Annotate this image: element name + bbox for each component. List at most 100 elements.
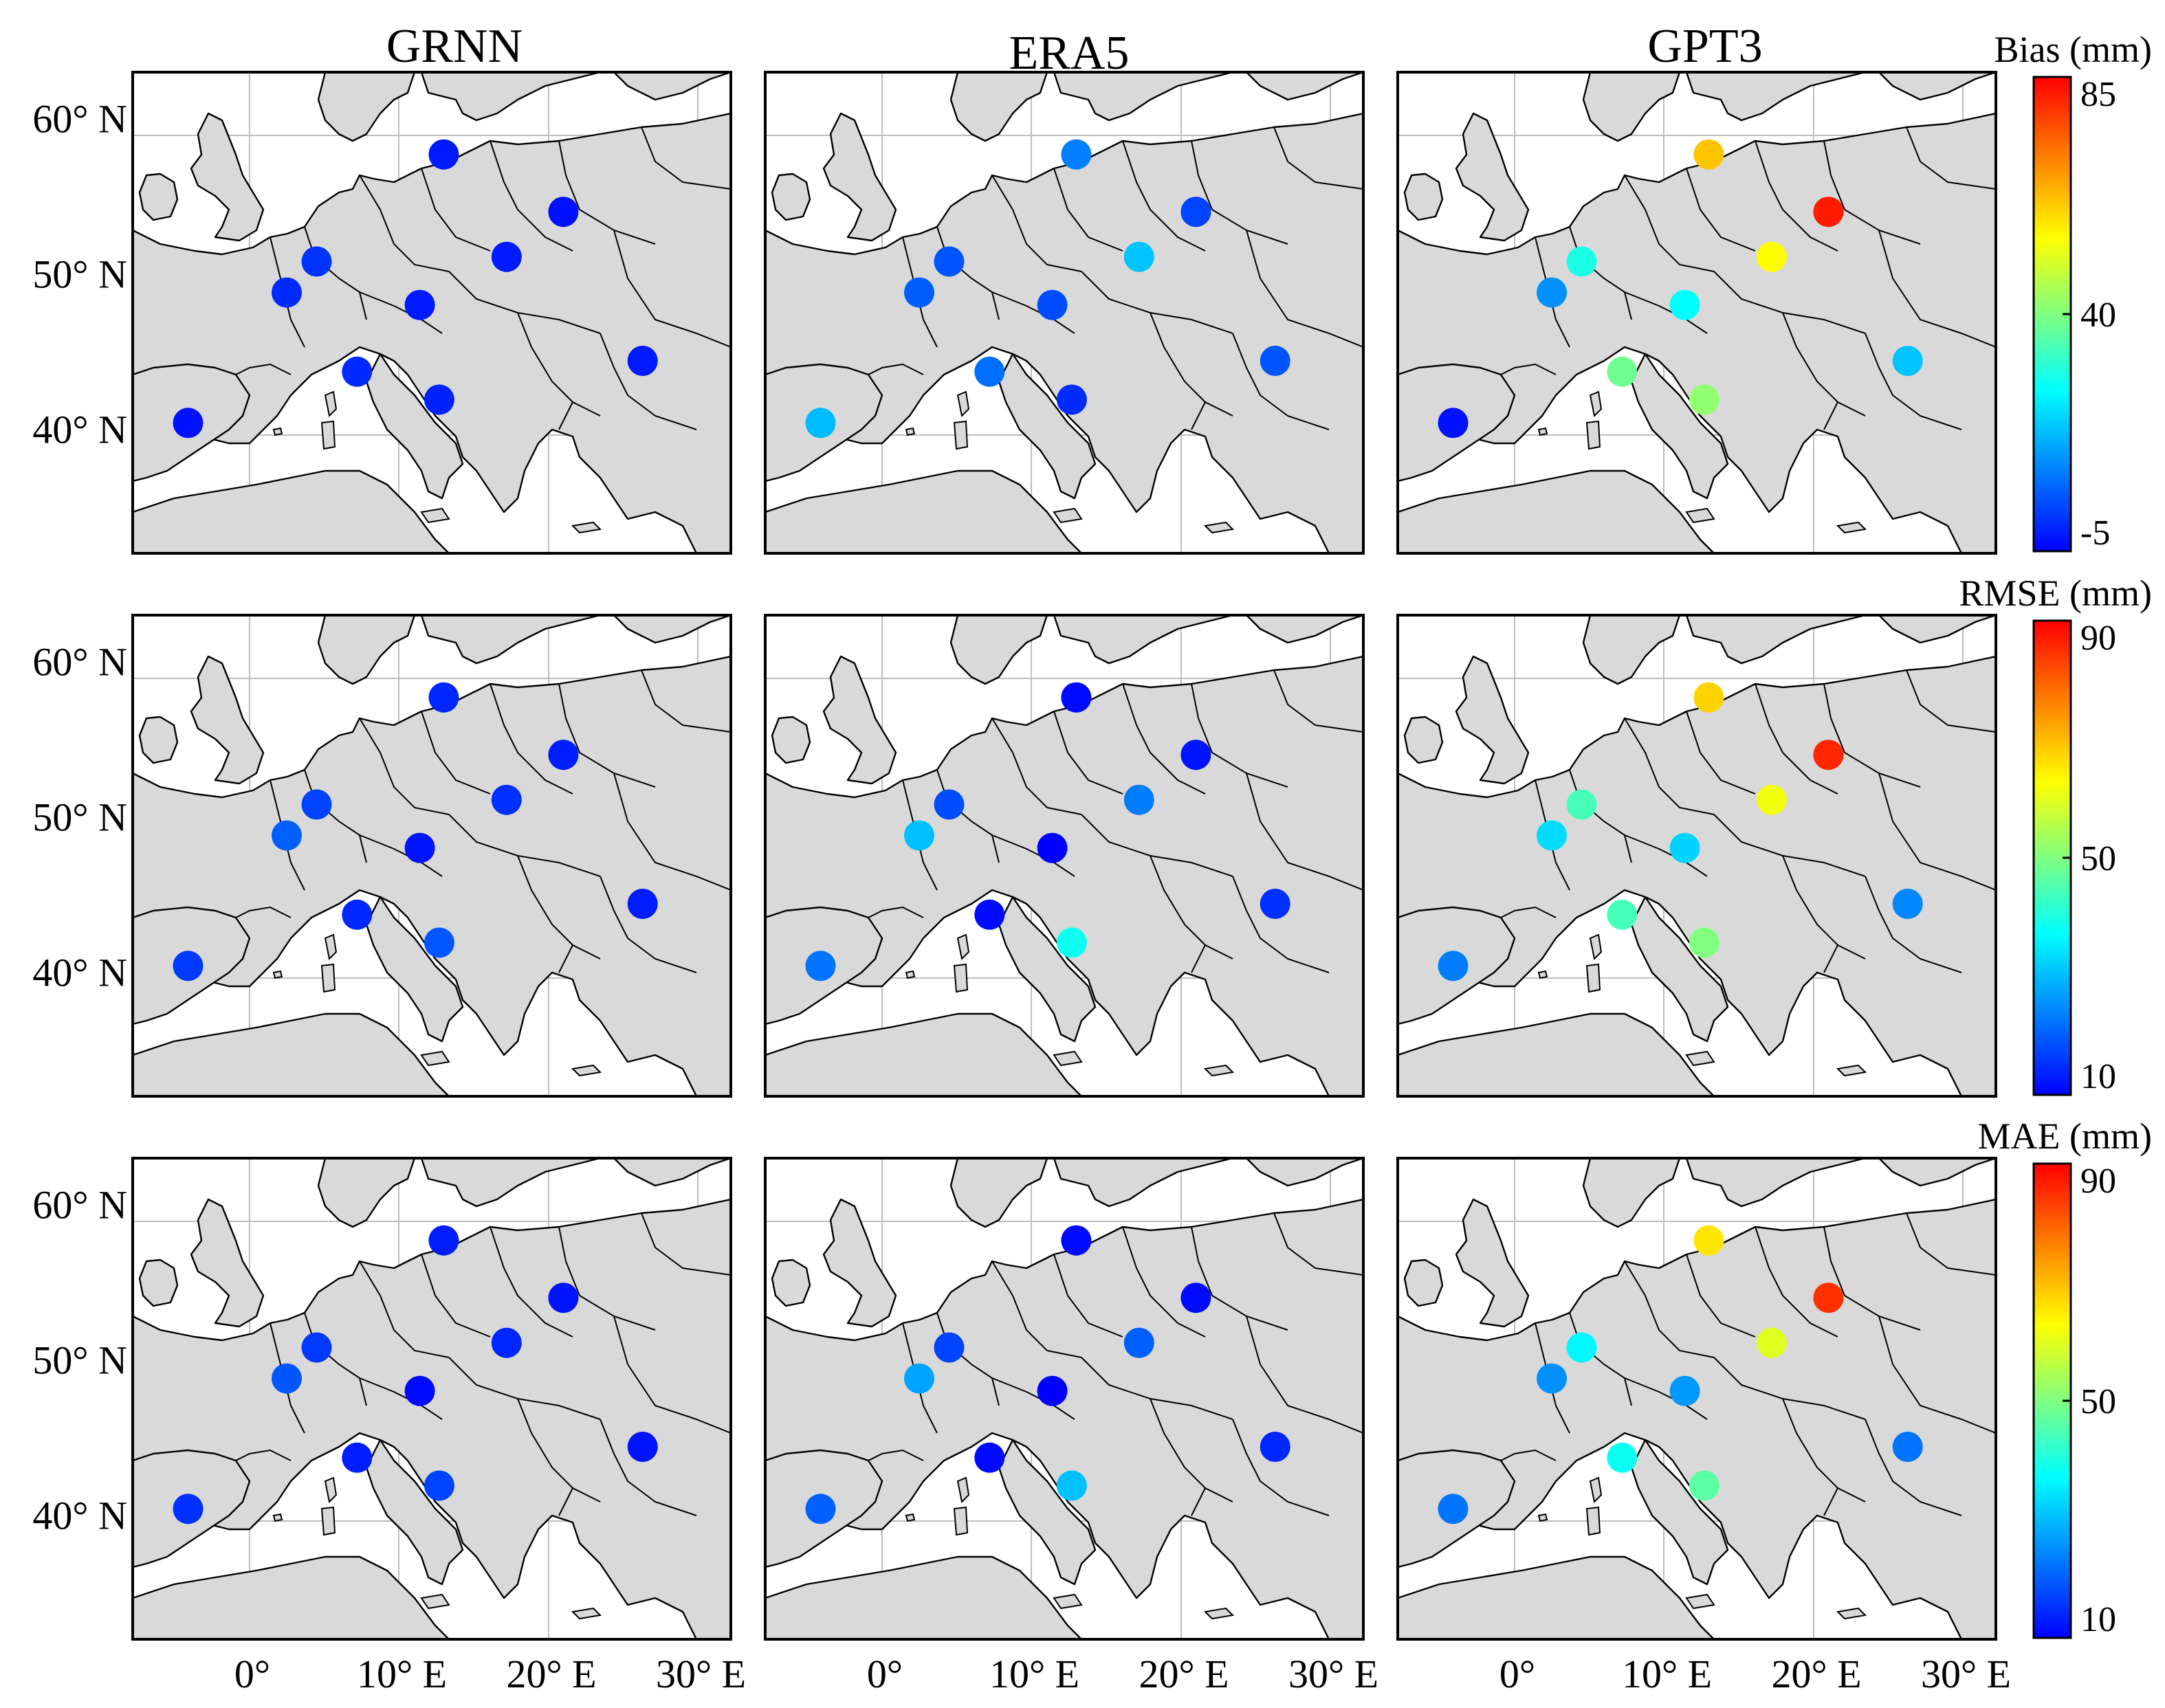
station-marker[interactable] <box>404 1375 435 1406</box>
station-marker[interactable] <box>491 241 522 272</box>
station-marker[interactable] <box>1438 408 1469 439</box>
station-marker[interactable] <box>1607 1442 1638 1473</box>
station-marker[interactable] <box>1061 1225 1092 1256</box>
station-marker[interactable] <box>548 197 579 228</box>
station-marker[interactable] <box>404 289 435 320</box>
station-marker[interactable] <box>1892 889 1923 919</box>
station-marker[interactable] <box>301 246 332 277</box>
station-marker[interactable] <box>934 246 965 277</box>
station-marker[interactable] <box>428 682 459 713</box>
station-marker[interactable] <box>934 789 965 820</box>
station-marker[interactable] <box>342 899 373 930</box>
station-marker[interactable] <box>904 820 934 851</box>
station-marker[interactable] <box>1438 1494 1469 1524</box>
station-marker[interactable] <box>974 356 1005 387</box>
station-marker[interactable] <box>548 740 579 770</box>
station-marker[interactable] <box>1669 289 1700 320</box>
station-marker[interactable] <box>1037 832 1068 863</box>
station-marker[interactable] <box>272 1363 302 1394</box>
station-marker[interactable] <box>1566 246 1597 277</box>
station-marker[interactable] <box>627 1432 658 1462</box>
station-marker[interactable] <box>1056 1470 1087 1501</box>
station-marker[interactable] <box>1892 346 1923 376</box>
station-marker[interactable] <box>627 889 658 919</box>
station-marker[interactable] <box>1061 682 1092 713</box>
station-marker[interactable] <box>301 1332 332 1363</box>
station-marker[interactable] <box>1813 740 1844 770</box>
station-marker[interactable] <box>1756 241 1787 272</box>
station-marker[interactable] <box>1689 1470 1719 1501</box>
station-marker[interactable] <box>1537 1363 1567 1394</box>
colorbar-title: RMSE (mm) <box>1959 573 2152 614</box>
colorbar-tick-label: 90 <box>2080 619 2116 658</box>
station-marker[interactable] <box>805 408 836 439</box>
station-marker[interactable] <box>1061 139 1092 170</box>
station-marker[interactable] <box>904 277 934 308</box>
station-marker[interactable] <box>1607 356 1638 387</box>
station-marker[interactable] <box>1037 289 1068 320</box>
station-marker[interactable] <box>805 951 836 981</box>
station-marker[interactable] <box>173 951 204 981</box>
panel-frame <box>1396 614 1997 1098</box>
station-marker[interactable] <box>1180 1283 1211 1313</box>
station-marker[interactable] <box>1689 384 1719 415</box>
station-marker[interactable] <box>1537 820 1567 851</box>
station-marker[interactable] <box>1123 1327 1154 1358</box>
station-marker[interactable] <box>272 277 302 308</box>
station-marker[interactable] <box>173 1494 204 1524</box>
station-marker[interactable] <box>428 139 459 170</box>
panel-frame <box>1396 1157 1997 1641</box>
station-marker[interactable] <box>974 1442 1005 1473</box>
station-marker[interactable] <box>1756 1327 1787 1358</box>
station-marker[interactable] <box>1260 346 1290 376</box>
station-marker[interactable] <box>1813 197 1844 228</box>
map-panel-gpt3-bias <box>1396 71 1997 555</box>
station-marker[interactable] <box>1669 1375 1700 1406</box>
station-marker[interactable] <box>1123 784 1154 815</box>
station-marker[interactable] <box>1260 889 1290 919</box>
station-marker[interactable] <box>1438 951 1469 981</box>
station-marker[interactable] <box>173 408 204 439</box>
station-marker[interactable] <box>1180 197 1211 228</box>
station-marker[interactable] <box>974 899 1005 930</box>
station-marker[interactable] <box>805 1494 836 1524</box>
station-marker[interactable] <box>491 784 522 815</box>
station-marker[interactable] <box>1813 1283 1844 1313</box>
station-marker[interactable] <box>1669 832 1700 863</box>
station-marker[interactable] <box>424 1470 454 1501</box>
station-marker[interactable] <box>1693 1225 1724 1256</box>
station-marker[interactable] <box>548 1283 579 1313</box>
station-marker[interactable] <box>1260 1432 1290 1462</box>
station-marker[interactable] <box>301 789 332 820</box>
station-marker[interactable] <box>1566 1332 1597 1363</box>
station-marker[interactable] <box>1892 1432 1923 1462</box>
station-marker[interactable] <box>342 1442 373 1473</box>
station-marker[interactable] <box>1037 1375 1068 1406</box>
station-marker[interactable] <box>1123 241 1154 272</box>
station-marker[interactable] <box>1689 927 1719 958</box>
latitude-label: 60° N <box>32 640 127 685</box>
station-marker[interactable] <box>342 356 373 387</box>
station-marker[interactable] <box>1756 784 1787 815</box>
panel-frame <box>764 71 1365 555</box>
station-marker[interactable] <box>1056 927 1087 958</box>
station-marker[interactable] <box>404 832 435 863</box>
station-marker[interactable] <box>904 1363 934 1394</box>
station-marker[interactable] <box>1607 899 1638 930</box>
station-marker[interactable] <box>428 1225 459 1256</box>
station-marker[interactable] <box>627 346 658 376</box>
station-marker[interactable] <box>272 820 302 851</box>
station-marker[interactable] <box>1693 139 1724 170</box>
station-marker[interactable] <box>1566 789 1597 820</box>
station-marker[interactable] <box>1693 682 1724 713</box>
colorbar-tick-label: 85 <box>2080 75 2116 114</box>
station-marker[interactable] <box>1056 384 1087 415</box>
station-marker[interactable] <box>934 1332 965 1363</box>
station-marker[interactable] <box>424 384 454 415</box>
station-marker[interactable] <box>1180 740 1211 770</box>
station-marker[interactable] <box>424 927 454 958</box>
station-marker[interactable] <box>1537 277 1567 308</box>
station-marker[interactable] <box>491 1327 522 1358</box>
latitude-label: 50° N <box>32 252 127 297</box>
